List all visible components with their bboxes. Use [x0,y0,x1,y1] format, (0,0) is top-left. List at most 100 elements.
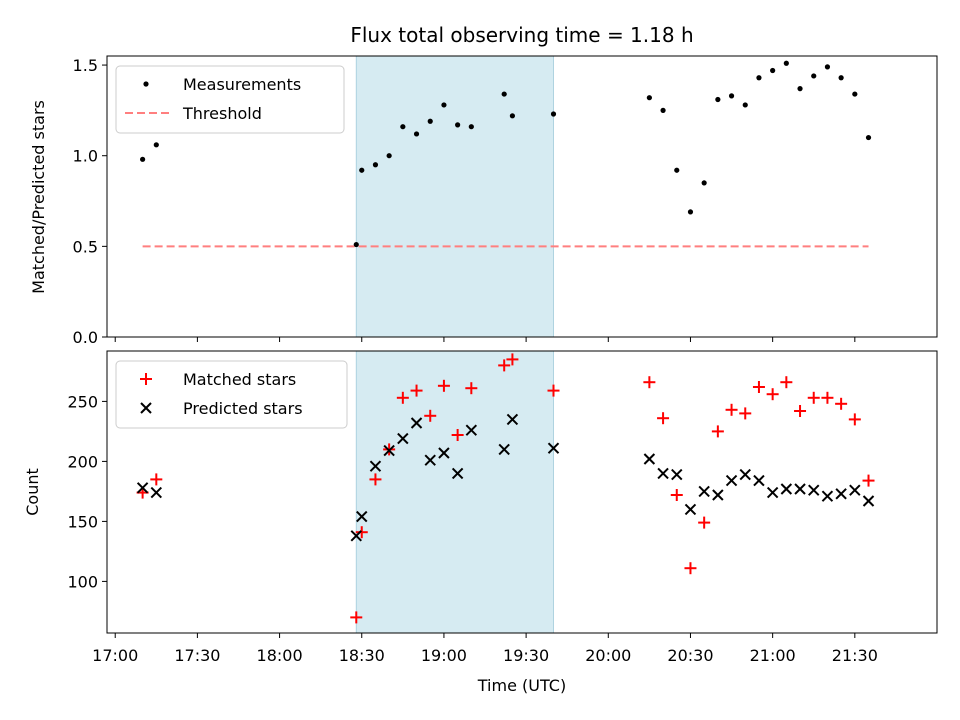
measurement-point [783,60,789,66]
legend-marker-matched-stars [140,373,152,385]
predicted-star-point [410,417,423,429]
matched-star-point [684,562,697,575]
predicted-star-point [657,467,669,480]
top-y-axis: 0.0 0.5 1.0 1.5 [73,56,107,347]
predicted-star-point [671,468,683,481]
predicted-star-point [862,495,875,507]
legend-marker-predicted-stars [140,402,152,414]
predicted-star-point [438,447,450,459]
predicted-star-point [498,443,510,456]
measurement-point [865,134,872,141]
predicted-star-point [397,432,409,445]
bottom-x-axis: 17:00 17:30 18:00 18:30 19:00 19:30 20:00 20:30… [92,633,878,665]
measurement-point [715,96,721,103]
legend-label-threshold: Threshold [182,104,262,123]
measurement-point [742,102,748,108]
matched-star-point [369,473,382,486]
legend-label-matched-stars: Matched stars [183,370,296,389]
y-tick-label: 100 [67,572,98,591]
y-tick-label: 1.0 [73,147,98,166]
matched-star-point [670,489,683,501]
measurement-point [153,142,159,148]
matched-star-point [807,391,820,404]
predicted-star-point [547,442,560,454]
matched-star-point [862,474,875,487]
y-tick-label: 150 [67,512,98,531]
top-shaded-interval [355,55,555,338]
x-tick-label: 18:00 [257,646,303,665]
x-tick-label: 17:30 [174,646,220,665]
x-tick-label: 18:30 [339,646,385,665]
bottom-plot-frame [106,350,938,634]
measurement-point [838,75,844,81]
predicted-star-point [780,483,793,495]
measurement-point [701,180,707,186]
matched-star-point [424,409,437,422]
matched-star-point [821,391,834,404]
predicted-star-point [698,485,710,498]
matched-star-point [698,516,711,529]
measurement-point [441,102,447,108]
matched-star-point [835,397,848,410]
predicted-star-point [356,510,368,523]
y-tick-label: 1.5 [73,56,98,75]
measurement-point [372,162,379,168]
measurement-point [852,91,858,97]
measurement-point [797,86,803,92]
x-axis-label: Time (UTC) [477,676,566,695]
measurement-point [501,91,507,97]
measurement-point [413,131,420,137]
predicted-star-point [643,453,656,465]
measurement-point [427,118,433,124]
top-x-ticks [114,337,856,342]
matched-star-point [437,379,450,392]
predicted-star-point [136,482,149,494]
predicted-star-point [350,530,362,542]
x-tick-label: 17:00 [92,646,138,665]
matched-star-point [657,412,670,425]
measurement-point [140,156,146,162]
matched-star-point [752,381,765,393]
predicted-star-point [766,486,779,499]
legend-label-measurements: Measurements [183,75,301,94]
measurement-point [353,241,359,248]
matched-star-point [794,405,807,417]
predicted-star-point [424,454,436,466]
matched-star-point [506,353,519,366]
measurement-point [811,73,817,79]
x-tick-label: 19:30 [503,646,549,665]
predicted-star-point [451,467,464,480]
matched-star-point [451,429,464,441]
matched-star-point [410,384,423,397]
measurement-point [824,64,831,70]
predicted-star-point [739,468,751,481]
count-points [136,353,875,624]
measurement-point [509,113,516,119]
predicted-star-point [725,474,738,487]
measurement-point [728,93,735,99]
matched-star-point [780,376,793,389]
measurement-point [770,67,776,74]
y-tick-label: 200 [67,452,98,471]
measurement-point [455,122,461,128]
matched-star-point [350,611,363,624]
measurement-point [646,95,652,101]
predicted-star-point [465,424,478,436]
y-tick-label: 0.5 [73,237,98,256]
matched-star-point [150,473,163,486]
predicted-star-point [684,503,697,516]
measurement-point [400,124,406,130]
matched-star-point [725,403,738,416]
x-tick-label: 21:30 [832,646,878,665]
matched-star-point [547,384,560,397]
y-tick-label: 0.0 [73,328,98,347]
measurement-point [660,107,666,113]
predicted-star-point [506,413,519,426]
measurement-point [756,75,762,81]
measurement-point [386,153,392,159]
measurement-point [687,209,694,215]
x-tick-label: 19:00 [421,646,467,665]
chart-title: Flux total observing time = 1.18 h [350,23,693,47]
predicted-star-point [821,490,834,502]
